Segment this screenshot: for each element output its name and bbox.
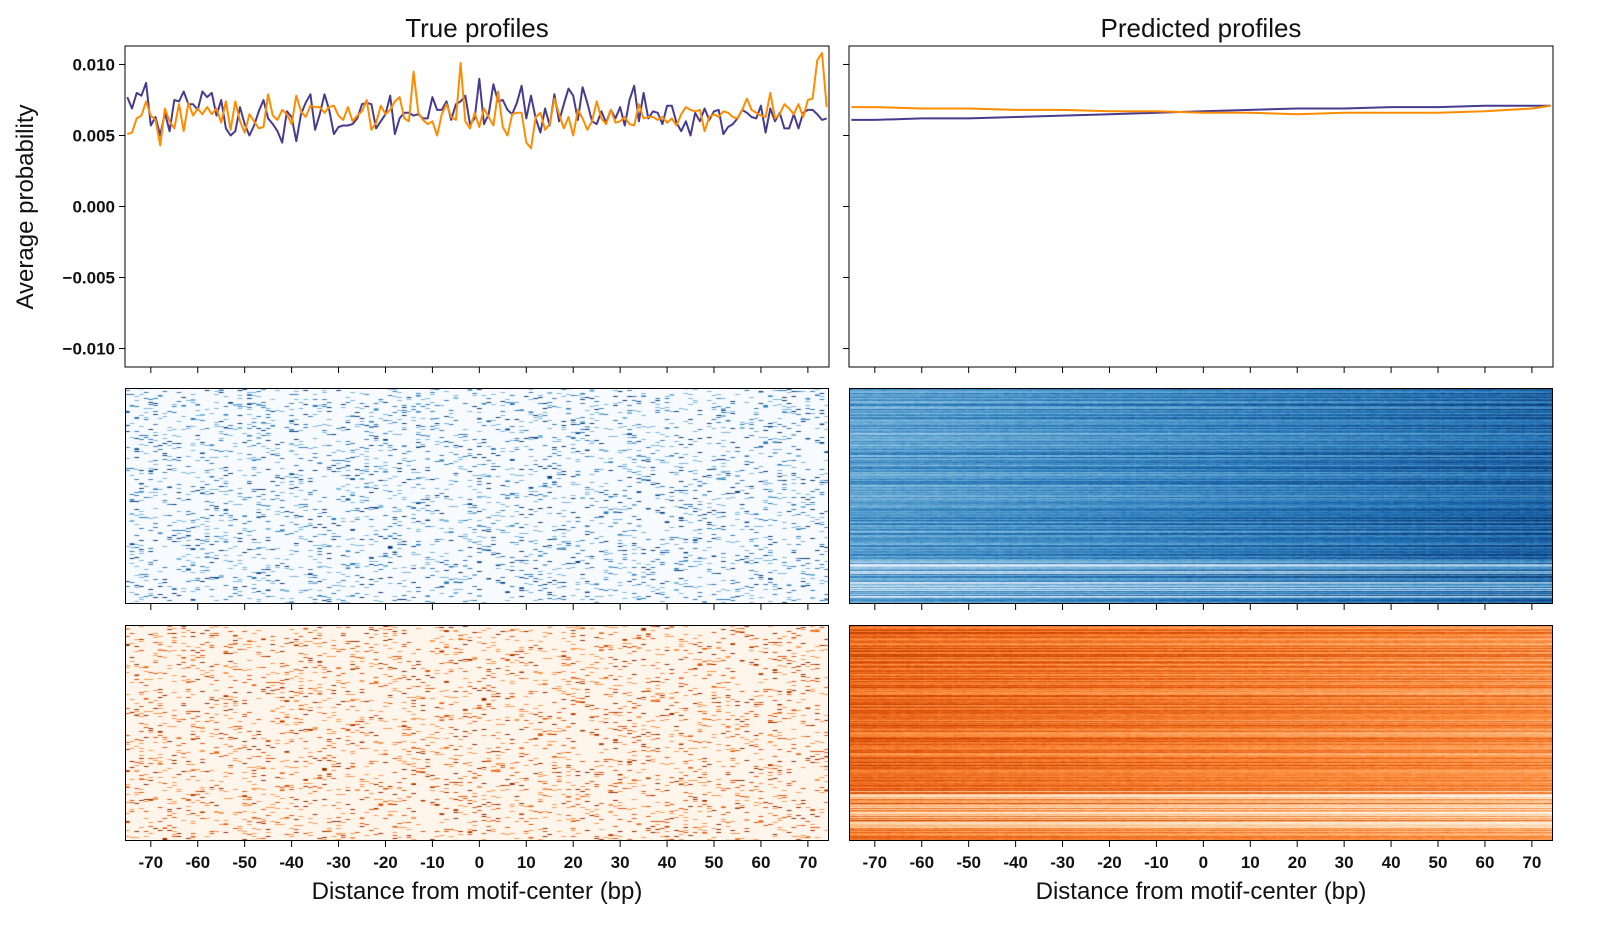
title-true-profiles: True profiles bbox=[405, 13, 549, 43]
title-predicted-profiles: Predicted profiles bbox=[1101, 13, 1302, 43]
y-tick-label: 0.010 bbox=[72, 55, 115, 74]
heatmap-predicted-strand-2 bbox=[849, 625, 1553, 841]
line-strand-1-predicted bbox=[851, 104, 1551, 121]
line-strand-1-true bbox=[126, 77, 828, 144]
line-strand-2-predicted bbox=[851, 104, 1551, 116]
y-axis-label: Average probability bbox=[12, 104, 39, 309]
heatmap-true-strand-1 bbox=[125, 388, 829, 604]
y-tick-label: −0.010 bbox=[63, 340, 115, 359]
line-strand-2-true bbox=[126, 52, 828, 150]
y-tick-label: 0.000 bbox=[72, 198, 115, 217]
heatmap-predicted-strand-1 bbox=[849, 388, 1553, 604]
y-tick-label: 0.005 bbox=[72, 126, 115, 145]
plot-frame bbox=[848, 45, 1554, 368]
x-axis-label-left: Distance from motif-center (bp) bbox=[312, 878, 643, 905]
y-tick-label: −0.005 bbox=[63, 269, 115, 288]
x-axis-label-right: Distance from motif-center (bp) bbox=[1036, 878, 1367, 905]
heatmap-true-strand-2 bbox=[125, 625, 829, 841]
